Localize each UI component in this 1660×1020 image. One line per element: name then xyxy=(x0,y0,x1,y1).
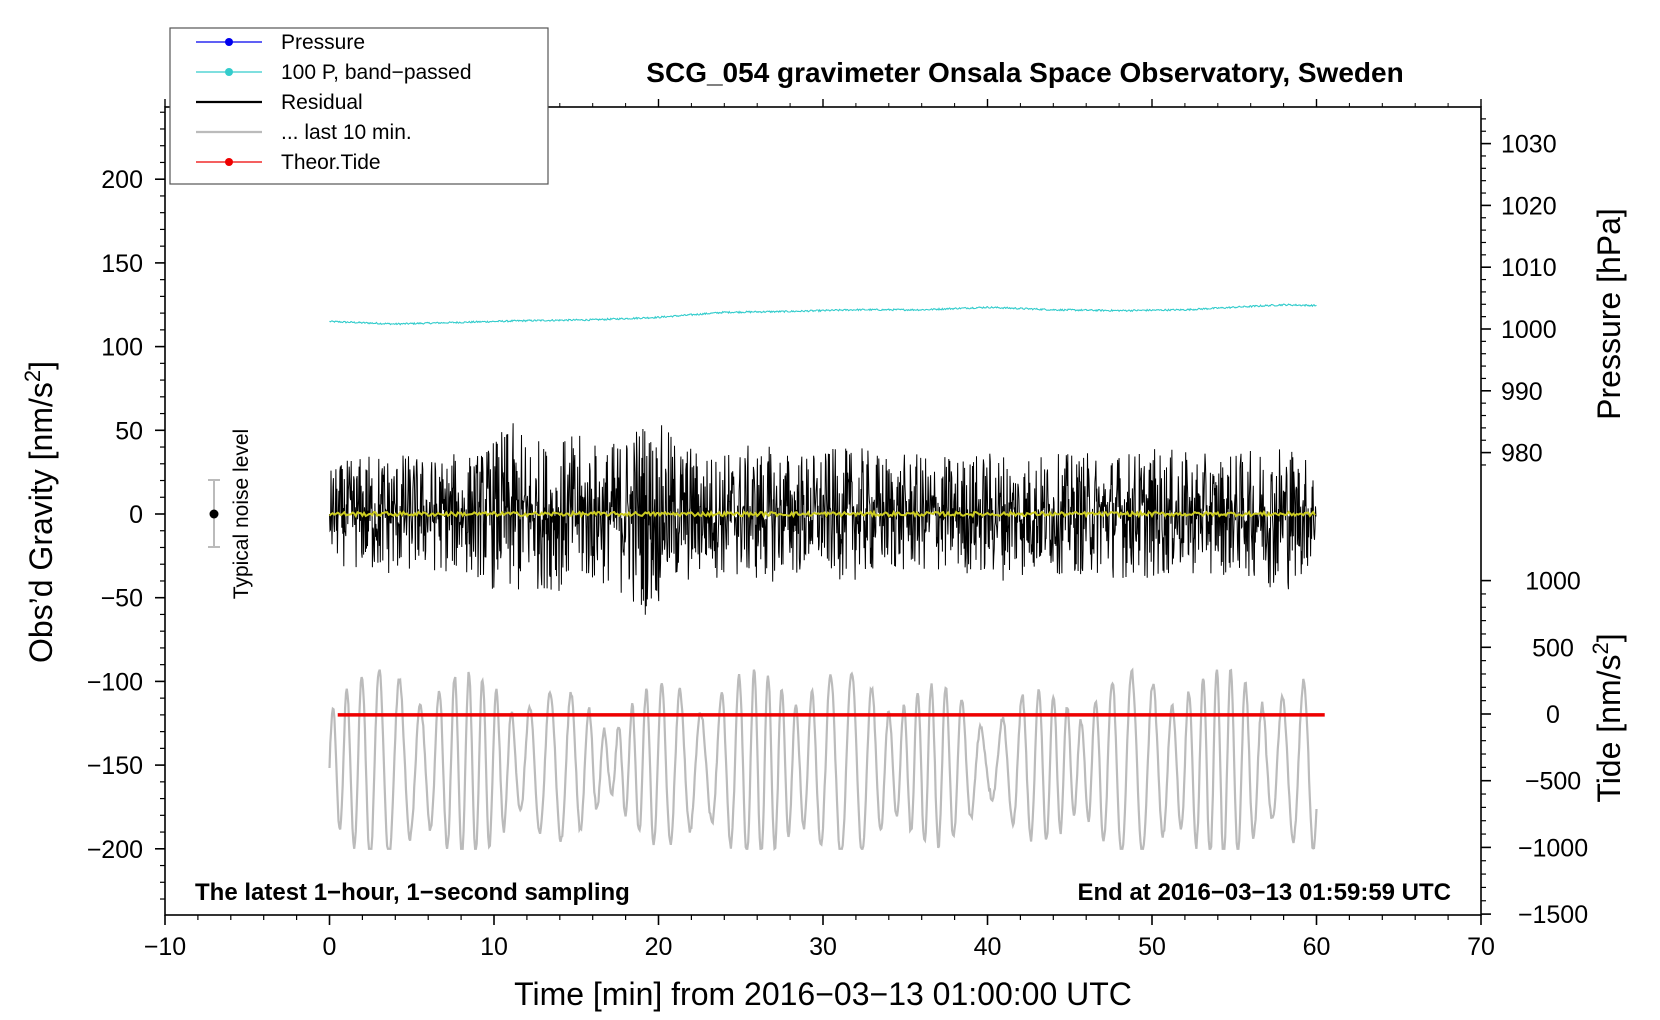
legend-swatch-marker xyxy=(225,38,233,46)
annotation-right: End at 2016−03−13 01:59:59 UTC xyxy=(1077,879,1451,906)
pressure-tick-label: 990 xyxy=(1501,378,1543,406)
legend-entry: Pressure xyxy=(196,31,365,54)
tide-tick-label: 0 xyxy=(1546,701,1560,729)
y-tick-label: −200 xyxy=(87,836,143,864)
legend-label: 100 P, band−passed xyxy=(281,61,472,84)
pressure-axis-title: Pressure [hPa] xyxy=(1591,208,1627,420)
pressure-tick-label: 1030 xyxy=(1501,131,1557,159)
y-tick-label: −150 xyxy=(87,752,143,780)
legend-swatch-marker xyxy=(225,158,233,166)
y-tick-label: −100 xyxy=(87,668,143,696)
x-tick-label: 20 xyxy=(645,933,673,961)
legend-label: ... last 10 min. xyxy=(281,121,412,144)
x-tick-label: 70 xyxy=(1467,933,1495,961)
y-tick-label: 150 xyxy=(101,250,143,278)
y-tick-label: 0 xyxy=(129,501,143,529)
legend-swatch-marker xyxy=(225,68,233,76)
legend-entry: 100 P, band−passed xyxy=(196,61,472,84)
tide-axis-title: Tide [nm/s2] xyxy=(1588,633,1627,802)
tide-tick-label: −1000 xyxy=(1518,834,1588,862)
x-tick-label: 10 xyxy=(480,933,508,961)
legend: Pressure 100 P, band−passed Residual ... la… xyxy=(169,27,549,185)
legend-label: Residual xyxy=(281,91,363,114)
legend-entry: ... last 10 min. xyxy=(196,121,412,144)
series-residual-smoothed xyxy=(328,509,1316,519)
x-axis-title: Time [min] from 2016−03−13 01:00:00 UTC xyxy=(514,976,1132,1012)
y-tick-label: 50 xyxy=(115,417,143,445)
pressure-tick-label: 1010 xyxy=(1501,254,1557,282)
series-band-passed-pressure xyxy=(329,303,1317,326)
pressure-tick-label: 980 xyxy=(1501,440,1543,468)
tide-tick-label: 1000 xyxy=(1525,568,1581,596)
chart-title: SCG_054 gravimeter Onsala Space Observat… xyxy=(646,57,1403,88)
pressure-tick-label: 1020 xyxy=(1501,192,1557,220)
y-tick-label: 100 xyxy=(101,334,143,362)
tide-tick-label: 500 xyxy=(1532,634,1574,662)
axis-ticks xyxy=(155,99,1491,925)
tide-tick-label: −500 xyxy=(1525,768,1581,796)
y-tick-label: −50 xyxy=(101,585,143,613)
series-residual xyxy=(329,423,1317,615)
annotation-left: The latest 1−hour, 1−second sampling xyxy=(195,879,630,906)
legend-entry: Residual xyxy=(196,91,363,114)
x-tick-label: 30 xyxy=(809,933,837,961)
series-layer xyxy=(328,303,1325,851)
x-tick-label: 0 xyxy=(323,933,337,961)
tick-labels: −10 0 10 20 30 40 50 60 70−200−150−100−500501001… xyxy=(87,131,1588,961)
y-axis-title: Obs’d Gravity [nm/s2] xyxy=(20,361,59,663)
x-tick-label: 50 xyxy=(1138,933,1166,961)
noise-level-label: Typical noise level xyxy=(230,429,253,599)
tide-tick-label: −1500 xyxy=(1518,901,1588,929)
legend-box xyxy=(169,27,549,185)
y-tick-label: 200 xyxy=(101,166,143,194)
series-last-10-min xyxy=(328,667,1318,851)
noise-level-marker xyxy=(208,479,220,548)
pressure-tick-label: 1000 xyxy=(1501,316,1557,344)
legend-label: Pressure xyxy=(281,31,365,54)
x-tick-label: 40 xyxy=(974,933,1002,961)
x-tick-label: 60 xyxy=(1303,933,1331,961)
legend-entry: Theor.Tide xyxy=(196,151,381,174)
legend-label: Theor.Tide xyxy=(281,151,381,174)
x-tick-label: −10 xyxy=(144,933,186,961)
